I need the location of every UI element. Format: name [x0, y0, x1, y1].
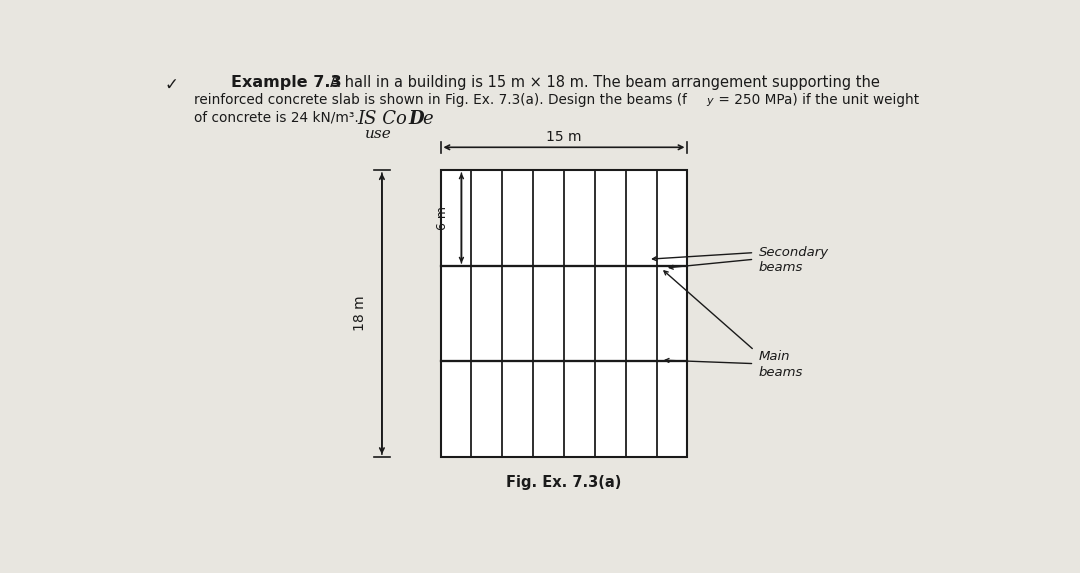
- Bar: [441, 170, 687, 457]
- Text: 18 m: 18 m: [353, 296, 367, 331]
- Text: e: e: [422, 110, 433, 128]
- Text: IS Co: IS Co: [356, 110, 407, 128]
- Text: Main: Main: [758, 351, 791, 363]
- Text: Secondary: Secondary: [758, 246, 828, 259]
- Text: D: D: [408, 110, 424, 128]
- Text: 15 m: 15 m: [546, 129, 582, 144]
- Text: 6 m: 6 m: [436, 206, 449, 230]
- Text: Fig. Ex. 7.3(a): Fig. Ex. 7.3(a): [507, 474, 622, 490]
- Text: y: y: [706, 96, 713, 106]
- Text: use: use: [365, 127, 392, 141]
- Text: ✓: ✓: [164, 76, 178, 93]
- Text: reinforced concrete slab is shown in Fig. Ex. 7.3(a). Design the beams (f: reinforced concrete slab is shown in Fig…: [193, 93, 687, 107]
- Text: A hall in a building is 15 m × 18 m. The beam arrangement supporting the: A hall in a building is 15 m × 18 m. The…: [330, 76, 880, 91]
- Text: of concrete is 24 kN/m³.: of concrete is 24 kN/m³.: [193, 111, 367, 125]
- Text: beams: beams: [758, 261, 802, 274]
- Text: beams: beams: [758, 366, 802, 379]
- Text: Example 7.3: Example 7.3: [231, 76, 342, 91]
- Text: = 250 MPa) if the unit weight: = 250 MPa) if the unit weight: [714, 93, 919, 107]
